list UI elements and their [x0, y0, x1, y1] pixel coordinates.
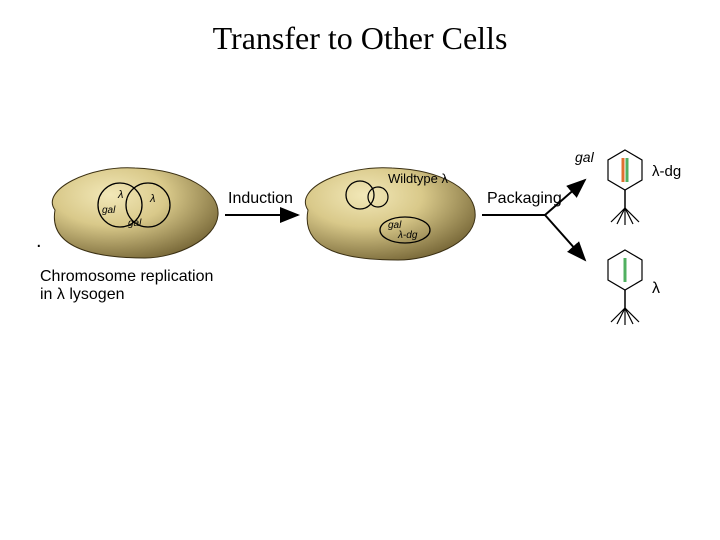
- phage-lambda-dg: [608, 150, 642, 225]
- label-induction: Induction: [228, 190, 293, 208]
- svg-text:gal: gal: [102, 205, 116, 216]
- svg-text:λ-dg: λ-dg: [397, 230, 418, 241]
- label-packaging: Packaging: [487, 190, 562, 208]
- dot-marker: .: [36, 230, 42, 252]
- label-wildtype: Wildtype λ: [388, 172, 448, 186]
- page-title: Transfer to Other Cells: [0, 20, 720, 57]
- svg-text:λ: λ: [117, 189, 123, 201]
- label-gal-top: gal: [575, 150, 594, 165]
- caption-line1: Chromosome replication: [40, 268, 213, 286]
- label-lambda-dg-top: λ-dg: [652, 164, 681, 181]
- label-lambda-bottom: λ: [652, 280, 660, 298]
- diagram-container: λ λ gal gal gal λ-dg: [0, 140, 720, 400]
- svg-text:λ: λ: [149, 193, 155, 205]
- svg-text:gal: gal: [128, 218, 142, 229]
- cell-lysogen: λ λ gal gal: [52, 168, 218, 258]
- phage-lambda: [608, 250, 642, 325]
- caption-line2: in λ lysogen: [40, 286, 125, 304]
